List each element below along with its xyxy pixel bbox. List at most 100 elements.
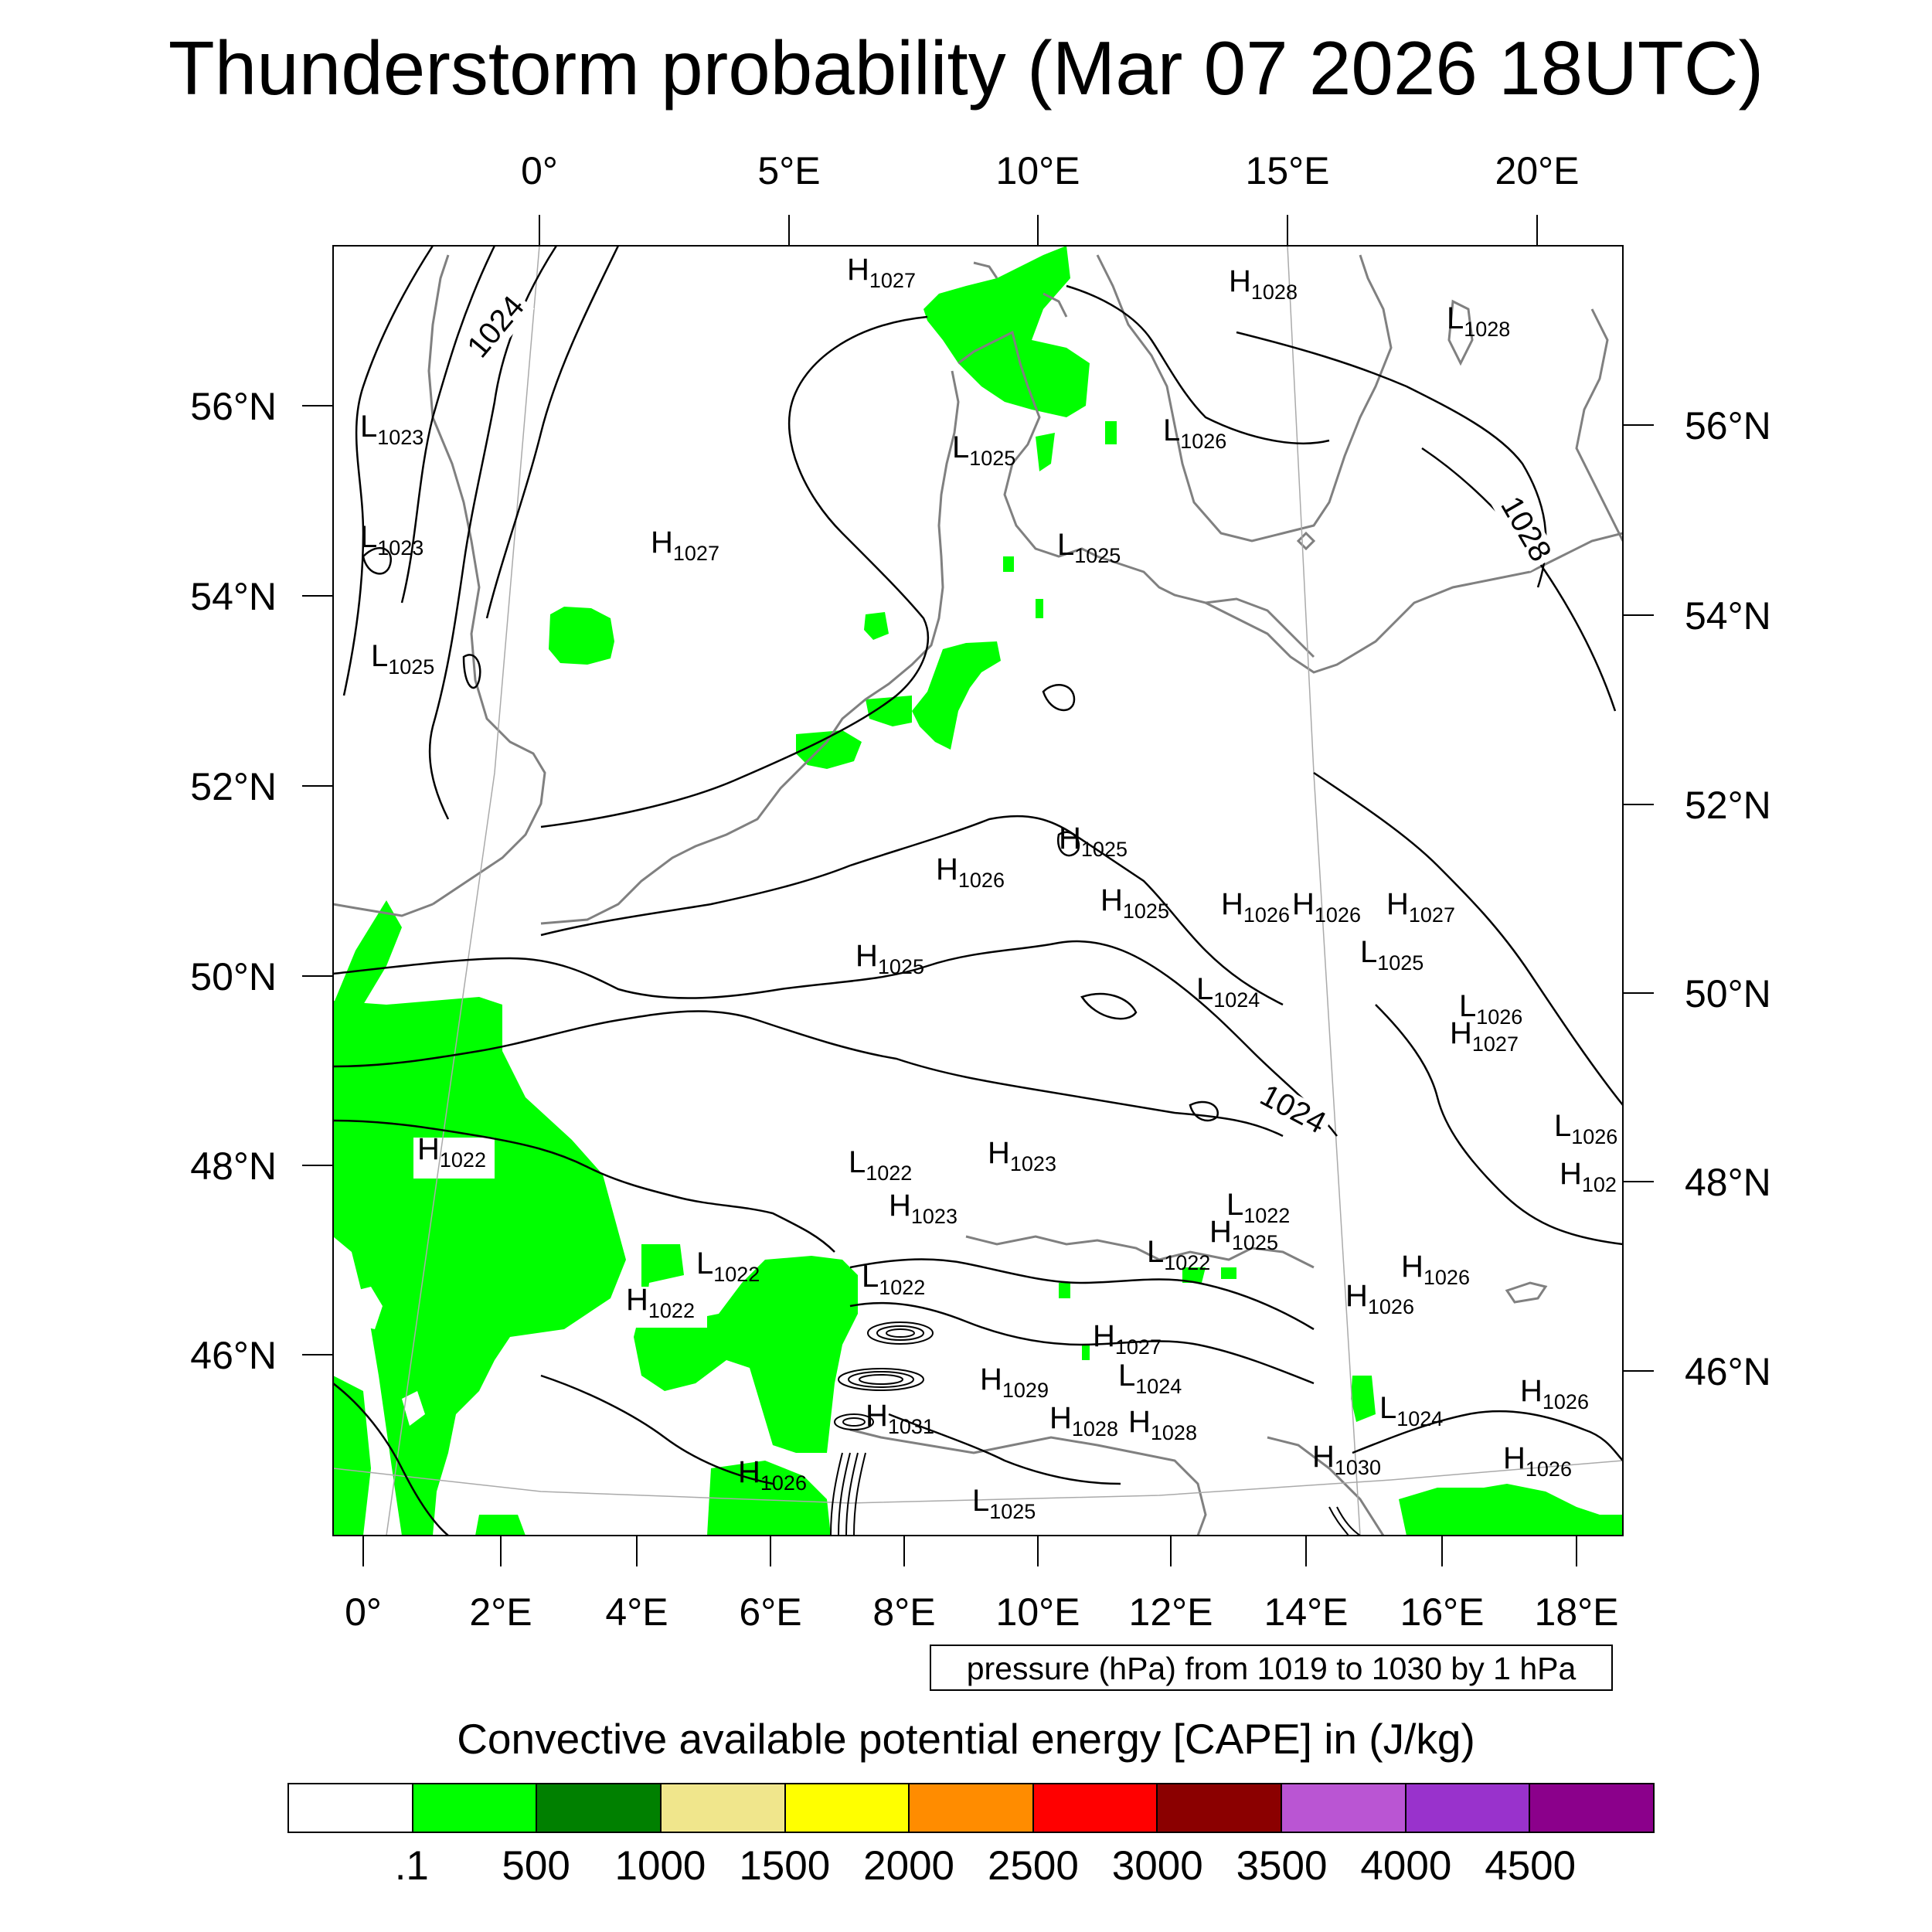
coast-lake-a <box>1296 531 1316 551</box>
isobar-1028-east <box>1421 447 1617 712</box>
coastlines <box>333 254 1623 1536</box>
coast-baltic-south <box>1205 532 1623 674</box>
isobar-1028-sweden <box>1236 331 1547 588</box>
label-box-b <box>626 1287 707 1328</box>
cape-region-hungary <box>1351 1376 1376 1422</box>
cape-region-north-sea <box>549 607 614 665</box>
cape-region-coast-d <box>796 730 862 769</box>
pressure-center: H1026 <box>1520 1374 1589 1413</box>
right-lat-label: 56°N <box>1685 404 1771 447</box>
left-lat-label: 52°N <box>190 765 277 808</box>
bottom-lon-label: 16°E <box>1400 1590 1485 1634</box>
cape-region-speck-c <box>1059 1283 1070 1298</box>
pressure-center: H1023 <box>988 1136 1056 1175</box>
colorbar-box <box>1282 1784 1406 1832</box>
cape-region-west <box>333 900 402 1012</box>
contour-label: 1024 <box>1255 1078 1332 1141</box>
coast-lake-balaton <box>1505 1281 1548 1304</box>
isobar-alps-1 <box>849 1258 1315 1331</box>
cape-region-denmark <box>923 246 1090 417</box>
map-frame <box>332 245 1624 1536</box>
colorbar-box <box>1406 1784 1531 1832</box>
colorbar-label: .1 <box>394 1843 429 1889</box>
right-lat-label: 52°N <box>1685 784 1771 827</box>
alps-contour <box>867 1321 934 1345</box>
pressure-center: H1031 <box>866 1399 934 1438</box>
isobar-alps-2 <box>849 1301 1315 1385</box>
pressure-center: H1026 <box>1221 887 1290 927</box>
left-lat-label: 54°N <box>190 575 277 618</box>
bottom-lon-label: 18°E <box>1535 1590 1619 1634</box>
pressure-center: L1022 <box>849 1145 912 1185</box>
pressure-center: H1028 <box>1128 1405 1197 1444</box>
left-ticks <box>302 405 333 1355</box>
colorbar-label: 4000 <box>1360 1843 1452 1889</box>
pressure-contours <box>333 246 1623 1536</box>
top-lon-label: 15°E <box>1246 149 1330 192</box>
pressure-center: H1025 <box>1209 1215 1278 1254</box>
isobar-loop-d <box>1056 831 1080 857</box>
pressure-center: L1026 <box>1163 413 1226 453</box>
colorbar-label: 3000 <box>1111 1843 1203 1889</box>
isobar-1024-central <box>333 940 1338 1137</box>
pressure-center: H1025 <box>1059 821 1128 861</box>
cape-region-island-a <box>1105 421 1117 444</box>
cape-region-france <box>333 997 626 1536</box>
pressure-center: H1022 <box>417 1132 486 1172</box>
bottom-lon-label: 6°E <box>739 1590 801 1634</box>
cape-region-corsica <box>475 1515 526 1536</box>
bottom-lon-label: 4°E <box>605 1590 668 1634</box>
pressure-center: H1026 <box>1292 887 1361 927</box>
coast-uk-south <box>333 903 434 917</box>
alps-contour <box>886 1328 915 1338</box>
coast-denmark <box>957 330 1315 658</box>
colorbar-box <box>1530 1784 1654 1832</box>
cape-region-southeast <box>1399 1484 1623 1536</box>
bottom-lon-label: 2°E <box>469 1590 532 1634</box>
cape-holes <box>355 1138 707 1426</box>
colorbar-label: 1000 <box>614 1843 706 1889</box>
chart-title: Thunderstorm probability (Mar 07 2026 18… <box>168 26 1764 111</box>
pressure-center: L1025 <box>1360 935 1423 975</box>
alps-contour <box>830 1452 843 1536</box>
pressure-center: H1030 <box>1312 1440 1381 1479</box>
cape-region-south <box>707 1461 831 1536</box>
coast-gotland <box>1447 299 1474 366</box>
isobar-1026-se <box>1313 771 1623 1106</box>
pressure-center: L1025 <box>1057 528 1121 567</box>
cape-region-south-e <box>1082 1345 1090 1360</box>
pressure-center: L1022 <box>1147 1235 1210 1274</box>
right-lat-label: 50°N <box>1685 972 1771 1015</box>
colorbar <box>287 1783 1655 1833</box>
alps-contour <box>838 1368 924 1391</box>
pressure-center: L1026 <box>1459 989 1522 1029</box>
cape-region-denmark-small <box>1036 433 1055 471</box>
alps-contour <box>848 1371 914 1388</box>
colorbar-label: 4500 <box>1485 1843 1577 1889</box>
pressure-center: H1022 <box>626 1283 695 1322</box>
label-box-a <box>413 1138 495 1179</box>
left-lat-label: 48°N <box>190 1145 277 1188</box>
border-alps <box>965 1235 1315 1269</box>
alps-contour <box>1328 1506 1349 1536</box>
alps-dense-contours <box>830 1321 1361 1536</box>
isobar-south-1 <box>540 1374 774 1485</box>
pressure-center: L1022 <box>862 1260 925 1299</box>
isobar-1023-central <box>333 1010 1284 1138</box>
top-lon-label: 10°E <box>996 149 1080 192</box>
coast-adriatic <box>1267 1436 1385 1536</box>
bottom-lon-label: 14°E <box>1264 1590 1349 1634</box>
pressure-center: H1027 <box>1093 1319 1162 1359</box>
pressure-center: L1024 <box>1196 972 1260 1012</box>
isobar-uk-loop-b <box>462 654 481 689</box>
alps-contour <box>1336 1506 1361 1536</box>
coast-italy <box>849 1428 1207 1536</box>
colorbar-label: 2000 <box>863 1843 955 1889</box>
bottom-lon-label: 0° <box>345 1590 382 1634</box>
alps-contour <box>842 1417 866 1427</box>
isobar-loop-c <box>1042 684 1076 712</box>
pressure-center: L1026 <box>1554 1109 1617 1148</box>
pressure-center: L1024 <box>1379 1391 1443 1430</box>
top-lon-label: 20°E <box>1495 149 1580 192</box>
